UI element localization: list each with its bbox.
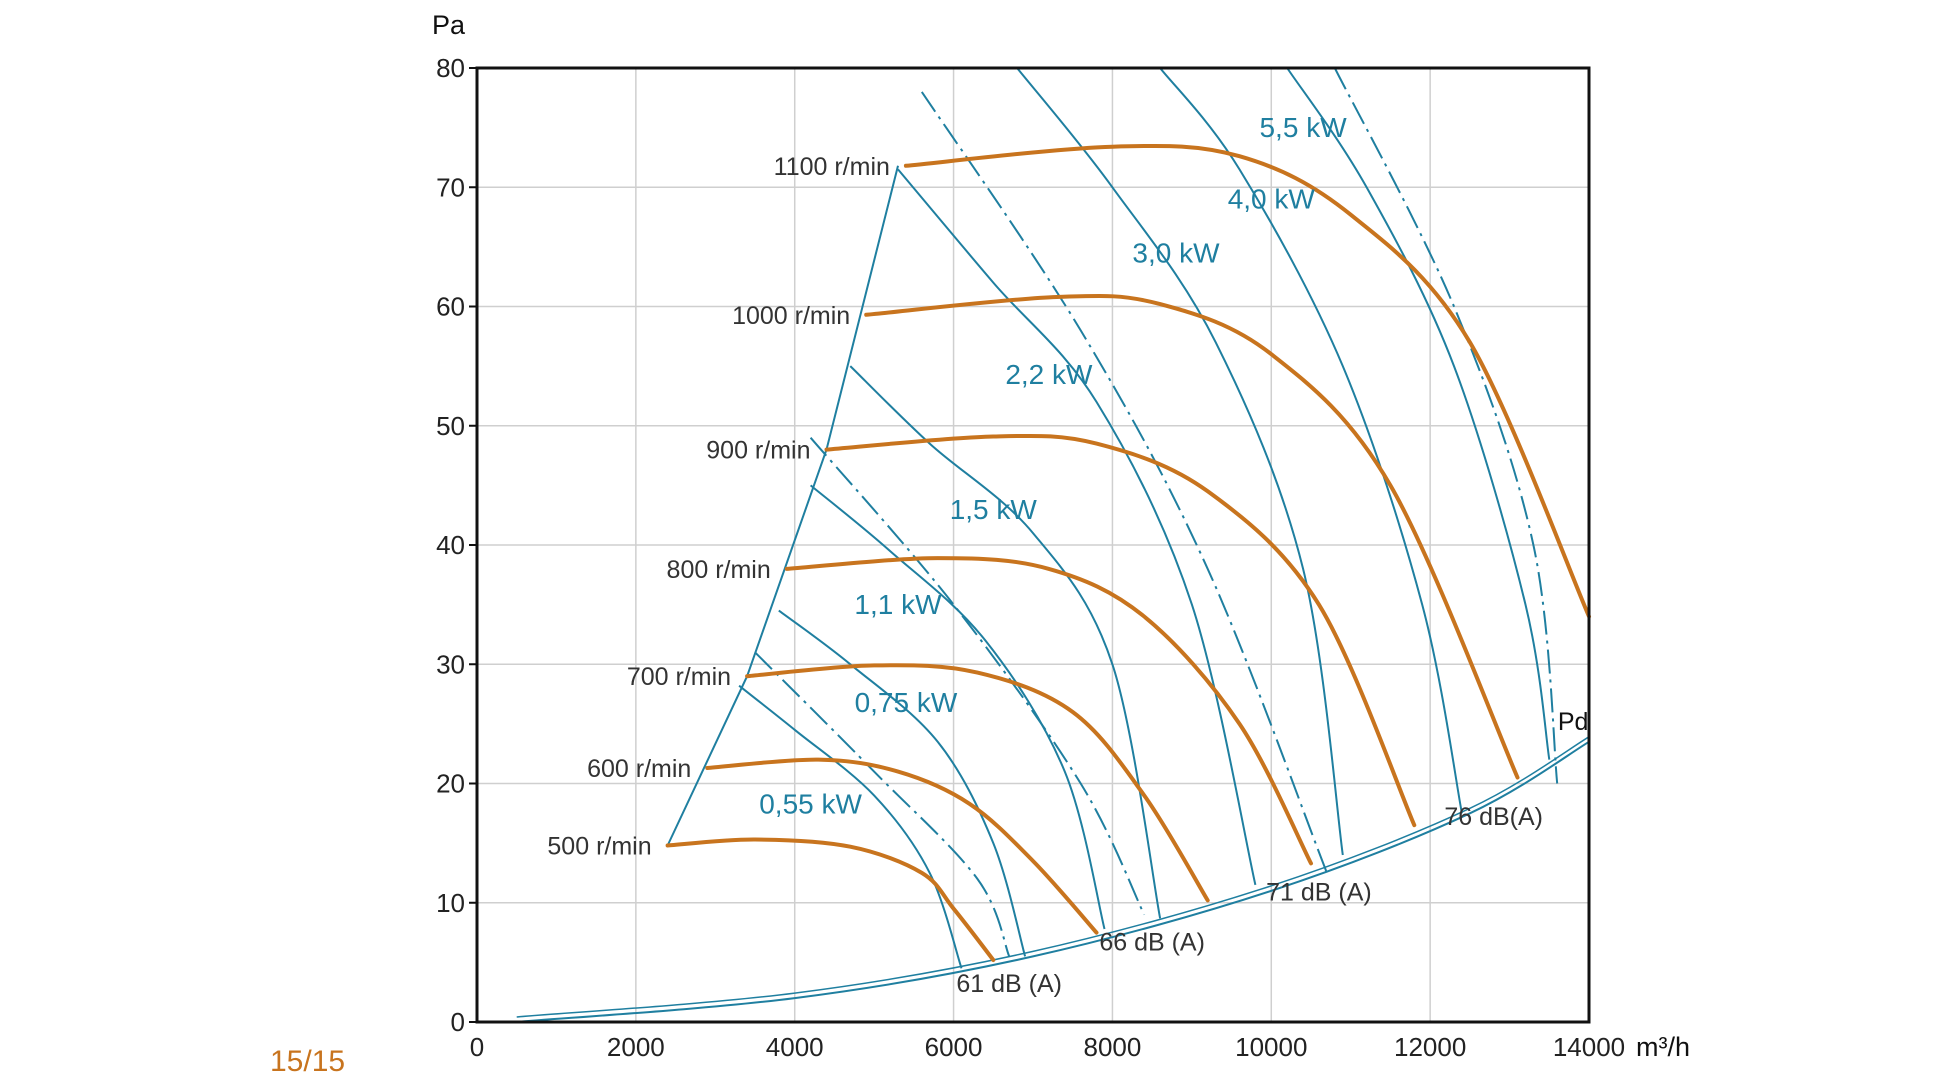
x-tick-label: 14000 [1553, 1032, 1625, 1062]
noise-label-71-db-a: 71 dB (A) [1266, 878, 1372, 906]
noise-line-71-db-a [920, 91, 1328, 874]
speed-curve-1000-r-min [864, 293, 1520, 780]
pd-curve [516, 740, 1590, 1023]
x-tick-label: 6000 [925, 1032, 983, 1062]
noise-line-61-db-a [754, 651, 1011, 957]
power-line-1-1-kw [809, 484, 1106, 930]
x-tick-label: 4000 [766, 1032, 824, 1062]
pd-curve-layer [516, 736, 1590, 1023]
power-line-0-55-kw [738, 684, 963, 969]
power-label-1-5-kw: 1,5 kW [950, 494, 1038, 525]
pd-label: Pd [1558, 708, 1589, 736]
speed-label-700-r-min: 700 r/min [627, 663, 731, 691]
power-line-3-0-kw [1016, 67, 1344, 856]
x-axis-label: m³/h [1636, 1032, 1690, 1062]
x-tick-label: 2000 [607, 1032, 665, 1062]
power-label-0-75-kw: 0,75 kW [855, 687, 958, 718]
pd-curve-inner [516, 736, 1590, 1018]
speed-label-800-r-min: 800 r/min [667, 556, 771, 584]
plot-frame [475, 66, 1591, 1024]
speed-curve-1100-r-min [903, 143, 1591, 619]
speed-curve-700-r-min [745, 663, 1210, 903]
x-tick-label: 8000 [1084, 1032, 1142, 1062]
x-tick-label: 10000 [1235, 1032, 1307, 1062]
speed-label-1100-r-min: 1100 r/min [774, 153, 890, 181]
speed-curve-500-r-min [665, 837, 996, 962]
power-label-0-55-kw: 0,55 kW [759, 788, 862, 819]
y-tick-label: 10 [436, 888, 465, 918]
speed-curve-900-r-min [824, 433, 1417, 828]
speed-curve-800-r-min [784, 556, 1313, 866]
tick-labels: 0 2000 4000 6000 8000 10000 12000 14000 0 10 20 30 4… [436, 53, 1625, 1062]
y-tick-label: 80 [436, 53, 465, 83]
noise-label-61-db-a: 61 dB (A) [956, 970, 1062, 998]
power-line-0-75-kw [778, 609, 1027, 957]
y-tick-label: 20 [436, 769, 465, 799]
curve-labels: 500 r/min 600 r/min 700 r/min 800 r/min 900 … [547, 112, 1588, 998]
power-line-4-0-kw [1159, 67, 1463, 814]
y-tick-label: 0 [451, 1007, 465, 1037]
y-tick-label: 70 [436, 172, 465, 202]
operating-limit-line [666, 165, 899, 846]
power-label-2-2-kw: 2,2 kW [1005, 359, 1093, 390]
noise-label-66-db-a: 66 dB (A) [1099, 928, 1205, 956]
speed-label-600-r-min: 600 r/min [587, 755, 691, 783]
y-tick-label: 50 [436, 411, 465, 441]
power-label-4-0-kw: 4,0 kW [1228, 184, 1316, 215]
limit-line [666, 165, 899, 846]
y-tick-label: 60 [436, 292, 465, 322]
speed-label-1000-r-min: 1000 r/min [732, 302, 850, 330]
speed-curves [665, 143, 1591, 962]
power-label-1-1-kw: 1,1 kW [854, 589, 942, 620]
noise-label-76-db-a: 76 dB(A) [1444, 803, 1543, 831]
power-line-2-2-kw [897, 168, 1257, 886]
power-label-5-5-kw: 5,5 kW [1259, 112, 1347, 143]
y-tick-label: 40 [436, 530, 465, 560]
y-tick-label: 30 [436, 649, 465, 679]
speed-label-500-r-min: 500 r/min [547, 833, 651, 861]
page-number: 15/15 [270, 1045, 346, 1078]
speed-label-900-r-min: 900 r/min [706, 437, 810, 465]
x-tick-label: 12000 [1394, 1032, 1466, 1062]
power-line-5-5-kw [1286, 67, 1551, 760]
x-tick-label: 0 [470, 1032, 484, 1062]
speed-curve-600-r-min [705, 757, 1099, 935]
y-axis-label: Pa [432, 10, 466, 40]
power-label-3-0-kw: 3,0 kW [1132, 237, 1220, 268]
